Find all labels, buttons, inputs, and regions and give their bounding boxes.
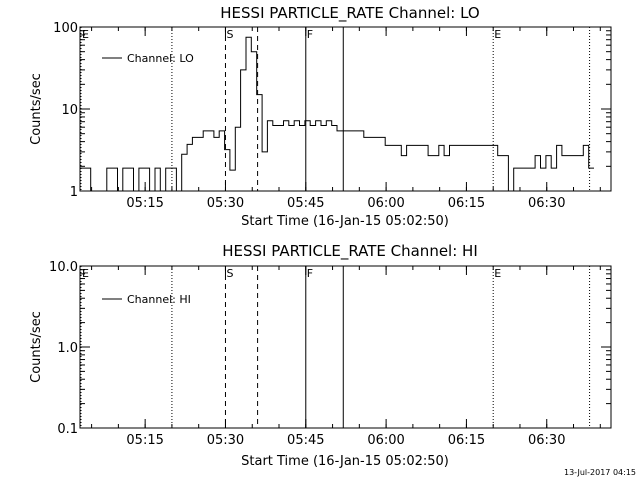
y-tick-label: 0.1 (57, 422, 78, 437)
y-tick-label: 100 (53, 21, 78, 36)
x-tick-label: 06:30 (528, 196, 565, 211)
marker-label: E (82, 28, 89, 41)
legend-label: Channel: LO (127, 52, 194, 65)
x-axis-label: Start Time (16-Jan-15 05:02:50) (241, 454, 449, 469)
x-tick-label: 05:15 (126, 196, 163, 211)
marker-label: F (307, 28, 313, 41)
x-tick-label: 06:00 (367, 196, 404, 211)
marker-label: E (494, 28, 501, 41)
y-tick-label: 10.0 (49, 260, 78, 275)
y-tick-label: 1 (70, 185, 78, 200)
data-series (80, 36, 594, 192)
series-line (80, 36, 594, 192)
x-tick-label: 05:30 (207, 196, 244, 211)
legend: Channel: HI (102, 293, 191, 306)
x-tick-label: 06:30 (528, 433, 565, 448)
x-tick-label: 05:45 (287, 433, 324, 448)
x-axis-ticks: 05:15 05:30 05:45 06:00 06:15 06:30 (91, 266, 601, 448)
x-tick-label: 06:00 (367, 433, 404, 448)
marker-label: E (82, 267, 89, 280)
marker-label: F (307, 267, 313, 280)
x-axis-label: Start Time (16-Jan-15 05:02:50) (241, 214, 449, 229)
y-tick-label: 10 (61, 103, 78, 118)
legend: Channel: LO (102, 52, 194, 65)
y-axis-ticks: 1 10 100 (53, 21, 611, 200)
y-axis-label: Counts/sec (29, 311, 44, 383)
x-tick-label: 06:15 (448, 433, 485, 448)
y-axis-ticks: 0.1 1.0 10.0 (49, 260, 611, 437)
x-tick-label: 06:15 (448, 196, 485, 211)
x-tick-label: 05:30 (207, 433, 244, 448)
marker-label: S (226, 28, 233, 41)
x-tick-label: 05:15 (126, 433, 163, 448)
y-axis-label: Counts/sec (29, 73, 44, 145)
chart-panel-hi: HESSI PARTICLE_RATE Channel: HI Counts/s… (29, 242, 612, 469)
plot-frame (79, 265, 612, 429)
marker-label: E (494, 267, 501, 280)
chart-title: HESSI PARTICLE_RATE Channel: LO (220, 4, 479, 23)
x-axis-ticks: 05:15 05:30 05:45 06:00 06:15 06:30 (91, 27, 601, 211)
footer-timestamp: 13-Jul-2017 04:15 (564, 468, 636, 477)
y-tick-label: 1.0 (57, 341, 78, 356)
marker-label: S (226, 267, 233, 280)
chart-panel-lo: HESSI PARTICLE_RATE Channel: LO Counts/s… (29, 4, 612, 229)
chart-title: HESSI PARTICLE_RATE Channel: HI (222, 242, 478, 261)
legend-label: Channel: HI (127, 293, 191, 306)
x-tick-label: 05:45 (287, 196, 324, 211)
